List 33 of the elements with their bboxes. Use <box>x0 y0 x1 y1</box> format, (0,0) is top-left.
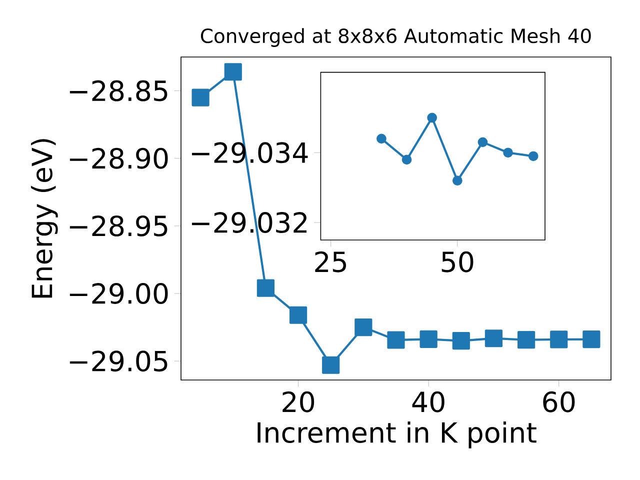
y-tick-label: −28.85 <box>70 80 168 102</box>
y-tick-label: −29.05 <box>70 350 168 372</box>
point <box>452 332 470 350</box>
point <box>256 279 274 297</box>
point <box>387 331 405 349</box>
point <box>224 63 242 81</box>
point <box>427 112 438 123</box>
x-tick-label: 20 <box>282 391 314 412</box>
point <box>402 154 412 165</box>
point <box>518 331 536 349</box>
point <box>289 306 308 324</box>
x-tick-label: 25 <box>315 251 346 272</box>
point <box>376 134 386 144</box>
y-tick-label: −28.95 <box>70 215 168 236</box>
y-axis-title: Energy (eV) <box>31 139 58 298</box>
y-tick-label: −29.00 <box>70 283 168 304</box>
point <box>528 151 538 162</box>
point <box>322 356 340 374</box>
x-tick-label: 50 <box>442 251 474 272</box>
x-tick-label: 40 <box>412 391 444 412</box>
point <box>503 148 513 158</box>
point <box>192 88 210 106</box>
point <box>550 330 568 348</box>
point <box>452 176 462 186</box>
point <box>478 137 488 148</box>
point <box>484 330 503 348</box>
point <box>582 330 600 348</box>
point <box>420 330 438 348</box>
x-axis-title: Increment in K point <box>258 422 536 448</box>
point <box>354 318 372 336</box>
x-tick-label: 60 <box>543 391 575 412</box>
chart-title: Converged at 8x8x6 Automatic Mesh 40 <box>200 28 591 47</box>
y-tick-label: −28.90 <box>70 148 168 169</box>
